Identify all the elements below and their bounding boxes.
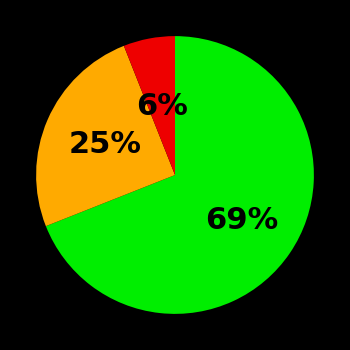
Wedge shape <box>124 36 175 175</box>
Wedge shape <box>36 46 175 226</box>
Wedge shape <box>46 36 314 314</box>
Text: 6%: 6% <box>136 92 188 121</box>
Text: 25%: 25% <box>68 130 141 159</box>
Text: 69%: 69% <box>205 206 278 235</box>
